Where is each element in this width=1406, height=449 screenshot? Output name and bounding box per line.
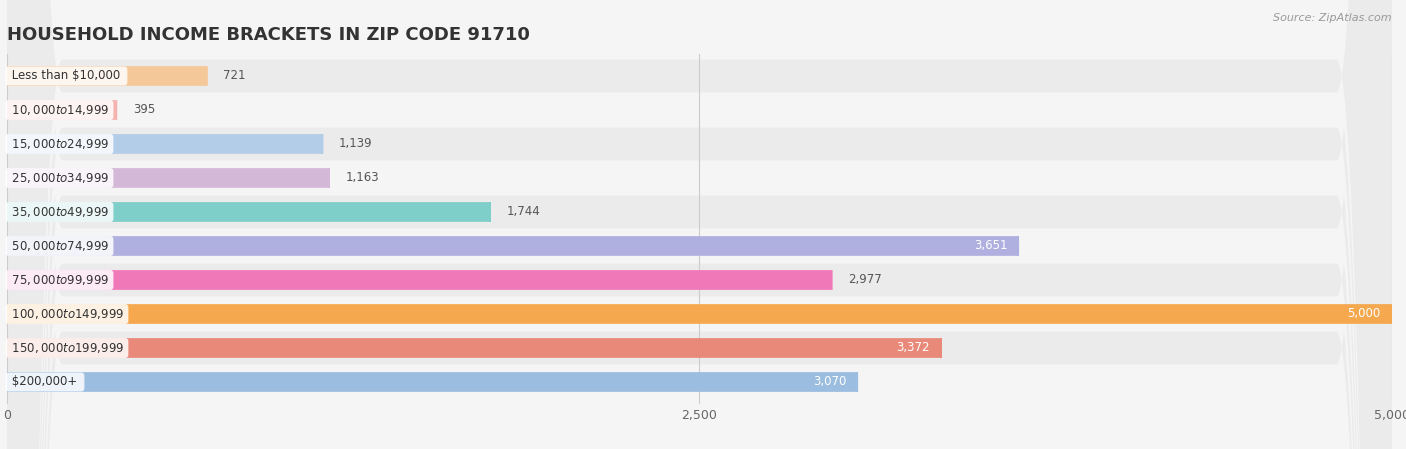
Text: $200,000+: $200,000+ [8,375,82,388]
FancyBboxPatch shape [7,100,117,120]
Text: 1,744: 1,744 [506,206,540,219]
Text: $10,000 to $14,999: $10,000 to $14,999 [8,103,111,117]
Text: $75,000 to $99,999: $75,000 to $99,999 [8,273,111,287]
FancyBboxPatch shape [7,304,1392,324]
FancyBboxPatch shape [7,0,1392,449]
Text: 721: 721 [224,70,246,83]
FancyBboxPatch shape [7,270,831,290]
FancyBboxPatch shape [7,0,1392,449]
FancyBboxPatch shape [7,0,1392,449]
Text: $50,000 to $74,999: $50,000 to $74,999 [8,239,111,253]
Text: HOUSEHOLD INCOME BRACKETS IN ZIP CODE 91710: HOUSEHOLD INCOME BRACKETS IN ZIP CODE 91… [7,26,530,44]
FancyBboxPatch shape [7,0,1392,449]
FancyBboxPatch shape [7,372,858,392]
Text: $35,000 to $49,999: $35,000 to $49,999 [8,205,111,219]
FancyBboxPatch shape [7,66,207,86]
Text: $100,000 to $149,999: $100,000 to $149,999 [8,307,125,321]
FancyBboxPatch shape [7,236,1018,256]
Text: $25,000 to $34,999: $25,000 to $34,999 [8,171,111,185]
Text: 1,163: 1,163 [346,172,380,185]
Text: Less than $10,000: Less than $10,000 [8,70,124,83]
Text: 3,070: 3,070 [813,375,846,388]
Text: $15,000 to $24,999: $15,000 to $24,999 [8,137,111,151]
FancyBboxPatch shape [7,338,941,358]
FancyBboxPatch shape [7,134,322,154]
FancyBboxPatch shape [7,0,1392,449]
Text: 395: 395 [134,103,155,116]
FancyBboxPatch shape [7,0,1392,449]
FancyBboxPatch shape [7,0,1392,449]
Text: $150,000 to $199,999: $150,000 to $199,999 [8,341,125,355]
FancyBboxPatch shape [7,202,491,222]
FancyBboxPatch shape [7,0,1392,449]
Text: 5,000: 5,000 [1347,308,1381,321]
FancyBboxPatch shape [7,168,329,188]
Text: 1,139: 1,139 [339,137,373,150]
FancyBboxPatch shape [7,0,1392,449]
Text: 3,651: 3,651 [974,239,1007,252]
Text: 3,372: 3,372 [897,342,929,355]
Text: 2,977: 2,977 [848,273,882,286]
Text: Source: ZipAtlas.com: Source: ZipAtlas.com [1274,13,1392,23]
FancyBboxPatch shape [7,0,1392,449]
